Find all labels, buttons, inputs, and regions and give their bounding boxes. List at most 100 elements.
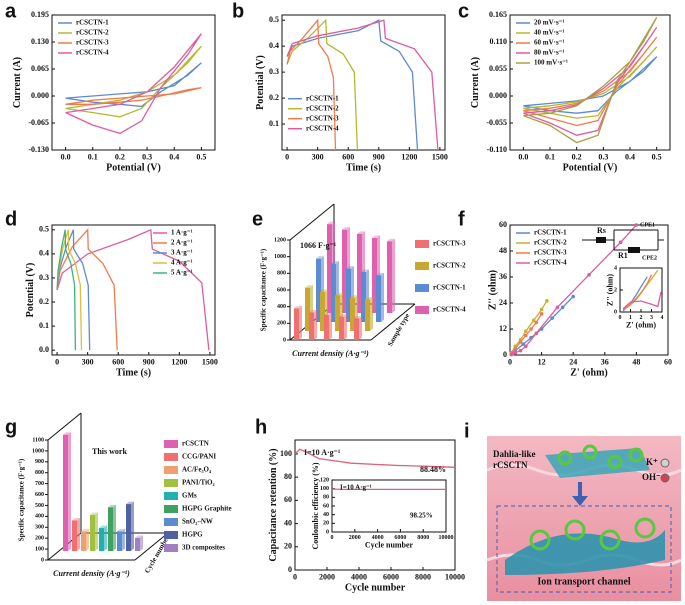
x-tick-label: 10000 [445, 572, 465, 581]
y-axis-label: Z'' (ohm) [606, 274, 615, 307]
x-tick-label: 0 [285, 152, 289, 161]
point [587, 273, 591, 277]
circuit-label: CPE1 [640, 222, 655, 228]
series-line [523, 36, 658, 127]
y-tick-label: 600 [277, 287, 286, 293]
point [524, 329, 528, 333]
y-tick-label: 0.4 [39, 249, 49, 258]
y-tick-label: 120 [320, 477, 329, 483]
legend-label: rCSCTN-3 [433, 240, 466, 248]
x-axis-label: Cycle number [345, 583, 406, 594]
x-axis-label: Cycle number [365, 541, 414, 550]
bar-top [339, 314, 347, 317]
legend-swatch [415, 284, 429, 292]
y-tick-label: 200 [277, 321, 286, 327]
bar-front [376, 275, 381, 322]
x-tick-label: 0 [331, 535, 334, 541]
y-tick-label: 0.1 [269, 119, 279, 128]
bar-side [113, 504, 116, 551]
bar-side [86, 528, 89, 551]
y-tick-label: 12 [499, 324, 507, 333]
point [534, 331, 539, 336]
bar [339, 314, 347, 340]
bar [126, 501, 134, 551]
bar [81, 528, 89, 551]
y-tick-label: 600 [35, 492, 44, 498]
y-axis-label: Current (A) [470, 57, 481, 108]
bar [63, 432, 71, 551]
y-tick-label: 1100 [32, 437, 44, 443]
bar-top [320, 289, 328, 292]
bar-top [309, 310, 317, 313]
x-tick-label: 0.0 [518, 152, 528, 161]
x-tick-label: 600 [112, 357, 124, 366]
x-tick-label: 12 [538, 357, 546, 366]
y-tick-label: 800 [35, 470, 44, 476]
x-tick-label: 0.3 [142, 152, 152, 161]
bar-top [357, 231, 365, 234]
y-tick-label: 20 [323, 521, 329, 527]
y-tick-label: 0.4 [269, 41, 279, 50]
bar [376, 272, 384, 322]
legend-label: 5 A·g⁻¹ [171, 269, 193, 277]
y-tick-label: 0.1 [39, 321, 49, 330]
y-tick-label: 40 [284, 518, 292, 527]
bar [108, 504, 116, 551]
bar-front [324, 315, 329, 340]
bar-front [305, 287, 310, 331]
x-tick-label: 48 [632, 357, 640, 366]
y-tick-label: 0.3 [269, 67, 279, 76]
circuit-label: Rs [597, 226, 606, 235]
bar-side [140, 535, 143, 551]
series-line [56, 228, 118, 351]
x-tick-label: 0.2 [115, 152, 125, 161]
legend-swatch [164, 479, 178, 487]
point [518, 348, 523, 353]
legend-swatch [415, 262, 429, 270]
y-axis-label: Z'' (ohm) [487, 270, 498, 310]
arrowhead [572, 496, 588, 506]
legend-label: 60 mV·s⁻¹ [534, 39, 565, 47]
series-line [56, 228, 210, 351]
bar-side [95, 512, 98, 551]
annotation: This work [92, 447, 127, 456]
bar-top [354, 315, 362, 319]
bar-side [344, 314, 347, 340]
bar-top [305, 285, 313, 288]
y-tick-label: 0.5 [269, 15, 279, 24]
x-tick-label: 600 [342, 152, 354, 161]
illustration-text: OH⁻ [642, 472, 661, 482]
bar [309, 310, 317, 340]
legend-label: rCSCTN-3 [534, 249, 567, 257]
x-tick-label: 6000 [383, 572, 399, 581]
legend-label: rCSCTN-3 [306, 114, 339, 122]
point [531, 318, 536, 323]
series-line [294, 448, 456, 468]
legend-swatch [415, 306, 429, 314]
x-tick-label: 300 [82, 357, 94, 366]
bar-top [108, 504, 116, 508]
bar-front [108, 507, 113, 551]
x-tick-label: 4000 [351, 572, 367, 581]
y-tick-label: 0.165 [489, 10, 507, 19]
y-tick-label: -0.065 [28, 118, 49, 127]
y-tick-label: 60 [323, 503, 329, 509]
legend-label: rCSCTN-2 [76, 29, 109, 37]
legend-label: rCSCTN-1 [76, 19, 109, 27]
x-tick-label: 0 [508, 357, 512, 366]
legend-label: rCSCTN-1 [306, 94, 339, 102]
y-tick-label: -0.130 [28, 145, 49, 154]
y-tick-label: 900 [35, 459, 44, 465]
y-tick-label: 0 [41, 557, 44, 563]
bar-front [309, 312, 314, 340]
x-tick-label: 0 [293, 572, 297, 581]
legend-label: rCSCTN-3 [76, 39, 109, 47]
legend-swatch [164, 531, 178, 539]
y-tick-label: 0 [614, 309, 617, 315]
bar-top [350, 295, 358, 298]
illustration-text: Dahlia-like [493, 449, 536, 459]
y-tick-label: 1200 [274, 237, 286, 243]
x-tick-label: 4000 [372, 535, 384, 541]
x-tick-label: 0.2 [572, 152, 582, 161]
panel-label: a [5, 0, 17, 22]
